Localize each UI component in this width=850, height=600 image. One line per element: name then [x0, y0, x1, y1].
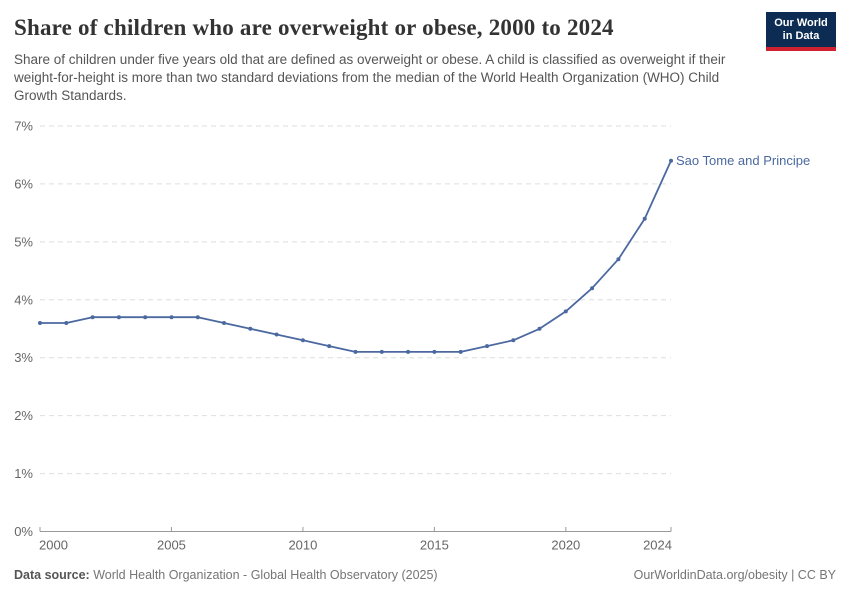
data-source-label: Data source:: [14, 568, 90, 582]
data-point[interactable]: [432, 349, 437, 354]
data-point[interactable]: [379, 349, 384, 354]
data-point[interactable]: [248, 326, 253, 331]
data-point[interactable]: [406, 349, 411, 354]
data-point[interactable]: [616, 257, 621, 262]
data-point[interactable]: [537, 326, 542, 331]
y-tick-label: 6%: [14, 176, 33, 191]
credit-link[interactable]: OurWorldinData.org/obesity | CC BY: [633, 568, 836, 582]
data-point[interactable]: [38, 321, 42, 325]
data-point[interactable]: [64, 321, 69, 325]
data-point[interactable]: [222, 321, 226, 325]
data-point[interactable]: [563, 309, 568, 314]
y-tick-label: 7%: [14, 119, 33, 134]
x-tick-label: 2005: [157, 538, 186, 553]
y-tick-label: 2%: [14, 408, 33, 423]
x-tick-label: 2000: [39, 538, 68, 553]
data-point[interactable]: [116, 315, 121, 320]
series-label[interactable]: Sao Tome and Principe: [676, 152, 811, 168]
owid-logo-line1: Our World: [774, 17, 828, 29]
y-tick-label: 0%: [14, 524, 33, 539]
x-tick-label: 2024: [643, 538, 672, 553]
data-point[interactable]: [485, 344, 489, 349]
data-point[interactable]: [353, 349, 358, 354]
data-point[interactable]: [511, 338, 516, 343]
data-source-value: World Health Organization - Global Healt…: [93, 568, 438, 582]
chart-subtitle: Share of children under five years old t…: [14, 52, 726, 103]
owid-logo[interactable]: Our World in Data: [766, 12, 836, 51]
data-point[interactable]: [669, 158, 673, 163]
x-tick-label: 2020: [551, 538, 580, 553]
y-tick-label: 5%: [14, 234, 33, 249]
data-point[interactable]: [642, 216, 647, 221]
data-point[interactable]: [458, 349, 463, 354]
owid-logo-line2: in Data: [782, 30, 820, 42]
x-tick-label: 2015: [420, 538, 449, 553]
data-line[interactable]: [39, 159, 672, 353]
x-tick-label: 2010: [288, 538, 317, 553]
data-point[interactable]: [143, 315, 148, 320]
chart-footer: Data source: World Health Organization -…: [14, 567, 836, 583]
data-point[interactable]: [90, 315, 95, 320]
data-point[interactable]: [300, 338, 305, 343]
data-point[interactable]: [195, 315, 200, 320]
data-source: Data source: World Health Organization -…: [14, 567, 438, 583]
data-point[interactable]: [169, 315, 174, 320]
data-point[interactable]: [590, 286, 595, 291]
y-tick-label: 1%: [14, 466, 33, 481]
data-point[interactable]: [327, 344, 332, 349]
y-tick-label: 4%: [14, 292, 33, 307]
y-tick-label: 3%: [14, 350, 33, 365]
page-title: Share of children who are overweight or …: [14, 15, 614, 40]
data-point[interactable]: [274, 332, 279, 337]
